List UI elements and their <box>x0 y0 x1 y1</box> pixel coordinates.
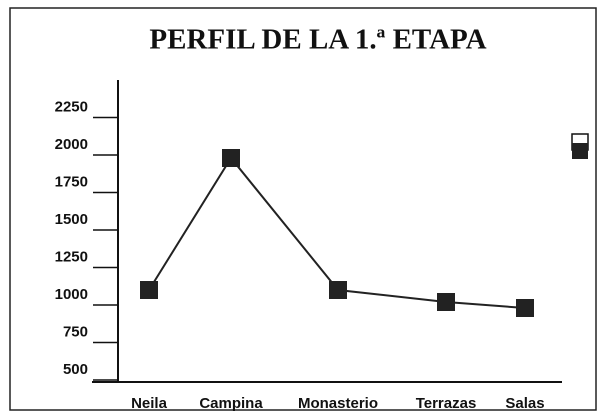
y-tick-label: 1500 <box>55 211 88 228</box>
frame <box>9 7 597 411</box>
y-tick-label: 1250 <box>55 248 88 265</box>
point <box>140 281 158 299</box>
y-tick-label: 2000 <box>55 136 88 153</box>
chart-title: PERFIL DE LA 1.ª ETAPA <box>149 24 486 56</box>
x-tick-label: Terrazas <box>416 395 477 412</box>
y-tick-label: 750 <box>63 323 88 340</box>
point <box>329 281 347 299</box>
y-tick-label: 1750 <box>55 173 88 190</box>
x-tick-label: Neila <box>131 395 168 412</box>
legend-swatch <box>572 143 588 159</box>
point <box>437 293 455 311</box>
x-tick-label: Monasterio <box>298 395 378 412</box>
y-tick-label: 500 <box>63 361 88 378</box>
y-tick-label: 2250 <box>55 98 88 115</box>
y-tick-label: 1000 <box>55 286 88 303</box>
point <box>222 149 240 167</box>
x-tick-label: Campina <box>199 395 263 412</box>
x-tick-label: Salas <box>505 395 544 412</box>
point <box>516 299 534 317</box>
